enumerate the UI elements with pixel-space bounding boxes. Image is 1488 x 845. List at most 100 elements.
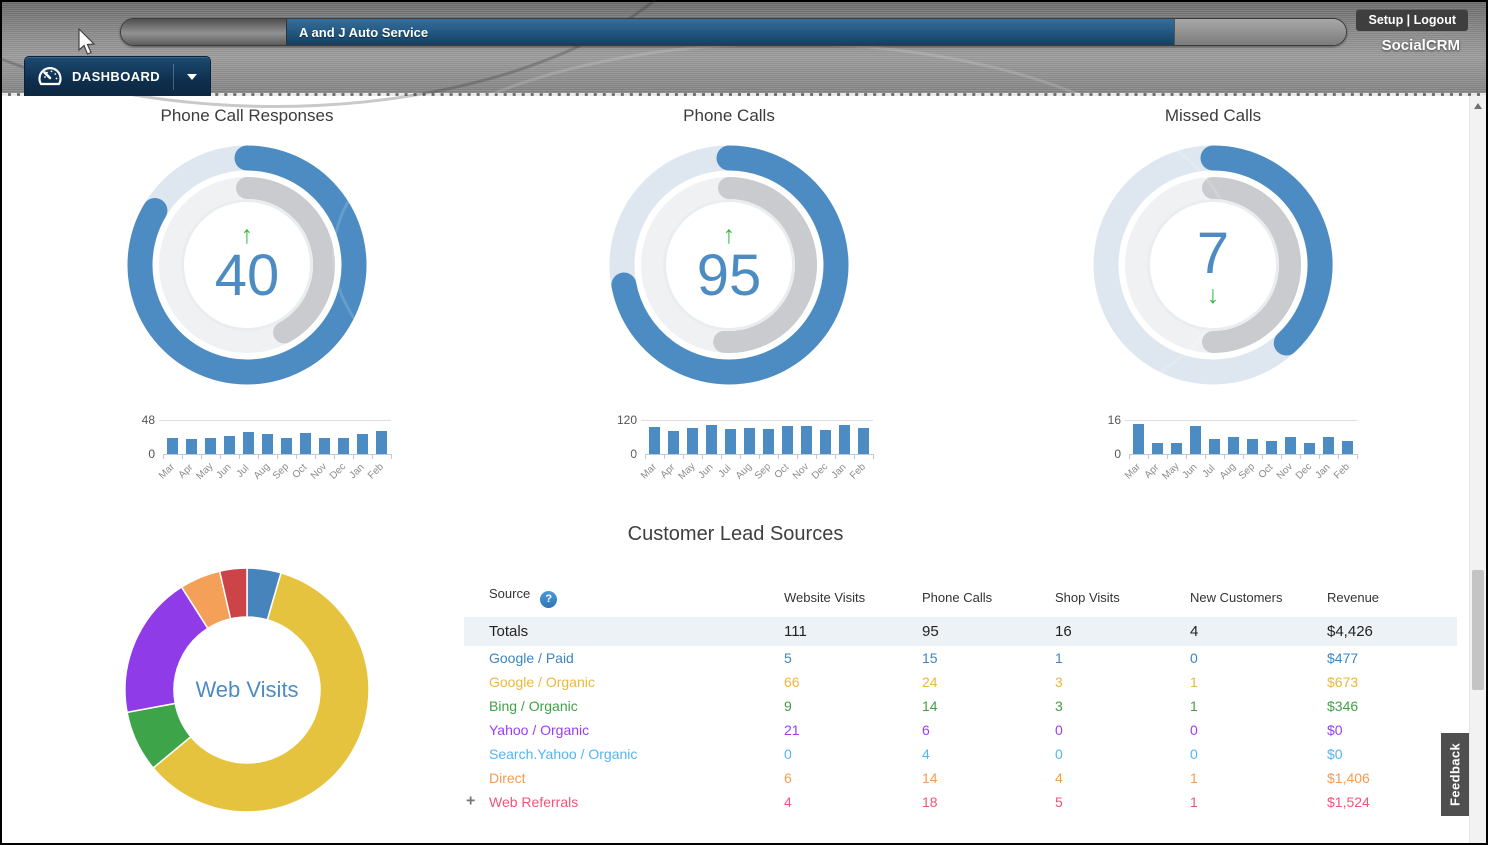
expand-plus-icon[interactable]: + bbox=[466, 793, 475, 811]
setup-logout-button[interactable]: Setup | Logout bbox=[1356, 9, 1468, 31]
totals-label: Totals bbox=[464, 617, 784, 646]
column-header: Source? bbox=[464, 582, 784, 617]
account-bar-right-segment[interactable] bbox=[1174, 19, 1346, 45]
feedback-tab[interactable]: Feedback bbox=[1441, 733, 1469, 816]
table-cell: 1 bbox=[1055, 646, 1190, 670]
table-cell: $0 bbox=[1327, 742, 1457, 766]
table-cell: 1 bbox=[1190, 790, 1327, 814]
help-icon[interactable]: ? bbox=[540, 591, 557, 608]
tab-dashboard[interactable]: DASHBOARD bbox=[24, 56, 211, 96]
axis-tick bbox=[201, 454, 202, 459]
crm-dashboard: { "header": { "account_name": "A and J A… bbox=[0, 0, 1488, 845]
bar-slot: Feb bbox=[372, 420, 391, 454]
bar-slot: Oct bbox=[1262, 420, 1281, 454]
table-cell: 1 bbox=[1190, 694, 1327, 718]
table-cell: 0 bbox=[1190, 742, 1327, 766]
account-bar-title-segment[interactable]: A and J Auto Service bbox=[287, 19, 1174, 45]
chevron-down-icon[interactable] bbox=[187, 74, 197, 80]
bar bbox=[1304, 443, 1315, 454]
bar-slot: Jan bbox=[353, 420, 372, 454]
bar-slot: Jul bbox=[239, 420, 258, 454]
axis-tick bbox=[315, 454, 316, 459]
bar-slot: Nov bbox=[315, 420, 334, 454]
bar bbox=[1342, 441, 1353, 454]
bar bbox=[319, 438, 330, 454]
bar-slot: Aug bbox=[258, 420, 277, 454]
bar-slot: Aug bbox=[1224, 420, 1243, 454]
axis-tick bbox=[220, 454, 221, 459]
bar-axis-max: 16 bbox=[1087, 413, 1121, 427]
axis-tick bbox=[1262, 454, 1263, 459]
table-cell: $477 bbox=[1327, 646, 1457, 670]
bar bbox=[1209, 439, 1220, 454]
axis-tick bbox=[1224, 454, 1225, 459]
monthly-bar-chart: 16 0 MarAprMayJunJulAugSepOctNovDecJanFe… bbox=[1129, 420, 1357, 500]
bar bbox=[1133, 424, 1144, 454]
table-cell: 4 bbox=[1055, 766, 1190, 790]
tab-dashboard-label: DASHBOARD bbox=[72, 69, 160, 84]
axis-tick bbox=[372, 454, 373, 459]
lead-source-link[interactable]: Direct bbox=[489, 770, 526, 786]
bar-slot: Sep bbox=[277, 420, 296, 454]
table-cell: 18 bbox=[922, 790, 1055, 814]
lead-source-link[interactable]: Bing / Organic bbox=[489, 698, 578, 714]
bar bbox=[167, 438, 178, 454]
bar-series: MarAprMayJunJulAugSepOctNovDecJanFeb bbox=[1129, 420, 1357, 454]
axis-tick bbox=[1300, 454, 1301, 459]
axis-tick bbox=[353, 454, 354, 459]
lead-source-link[interactable]: Google / Paid bbox=[489, 650, 574, 666]
table-cell: $1,524 bbox=[1327, 790, 1457, 814]
bar bbox=[1171, 443, 1182, 454]
lead-source-link[interactable]: Search.Yahoo / Organic bbox=[489, 746, 637, 762]
donut-chart[interactable]: Google / Paid: 5Google / Organic: 66Bing… bbox=[122, 565, 372, 815]
scroll-up-arrow-icon[interactable] bbox=[1474, 103, 1482, 109]
monthly-bar-chart: 48 0 MarAprMayJunJulAugSepOctNovDecJanFe… bbox=[163, 420, 391, 500]
totals-value: 4 bbox=[1190, 617, 1327, 646]
bar bbox=[1247, 439, 1258, 454]
bar bbox=[1152, 443, 1163, 454]
bar bbox=[1323, 437, 1334, 454]
table-cell: 3 bbox=[1055, 670, 1190, 694]
table-row: Direct61441$1,406 bbox=[464, 766, 1457, 790]
axis-tick bbox=[182, 454, 183, 459]
bar-slot: Apr bbox=[1148, 420, 1167, 454]
gauge-title: Phone Call Responses bbox=[77, 106, 417, 126]
table-cell: 5 bbox=[784, 646, 922, 670]
app-header: A and J Auto Service Setup | Logout Soci… bbox=[2, 2, 1486, 96]
vertical-scrollbar[interactable] bbox=[1469, 96, 1486, 843]
column-header: Phone Calls bbox=[922, 582, 1055, 617]
bar-slot: Jan bbox=[1319, 420, 1338, 454]
lead-source-link[interactable]: Google / Organic bbox=[489, 674, 595, 690]
bar-slot: Mar bbox=[1129, 420, 1148, 454]
bar-slot: Nov bbox=[1281, 420, 1300, 454]
table-cell: 9 bbox=[784, 694, 922, 718]
table-cell: 0 bbox=[1190, 646, 1327, 670]
bar bbox=[1285, 437, 1296, 454]
speedometer-icon bbox=[37, 64, 63, 90]
lead-source-link[interactable]: Web Referrals bbox=[489, 794, 578, 810]
table-row: Google / Paid 51510$477 bbox=[464, 646, 1457, 670]
table-row: Google / Organic662431$673 bbox=[464, 670, 1457, 694]
table-cell: 1 bbox=[1190, 670, 1327, 694]
account-bar[interactable]: A and J Auto Service bbox=[120, 18, 1347, 46]
scrollbar-thumb[interactable] bbox=[1472, 570, 1484, 690]
axis-tick bbox=[1205, 454, 1206, 459]
table-cell: 0 bbox=[784, 742, 922, 766]
table-cell: 15 bbox=[922, 646, 1055, 670]
column-header: Shop Visits bbox=[1055, 582, 1190, 617]
bar-slot: Oct bbox=[296, 420, 315, 454]
totals-row: Totals11195164$4,426 bbox=[464, 617, 1457, 646]
bar-slot: Jul bbox=[1205, 420, 1224, 454]
account-bar-left-segment[interactable] bbox=[121, 19, 287, 45]
bar bbox=[357, 434, 368, 454]
table-row: +Web Referrals41851$1,524 bbox=[464, 790, 1457, 814]
totals-value: $4,426 bbox=[1327, 617, 1457, 646]
lead-source-link[interactable]: Yahoo / Organic bbox=[489, 722, 589, 738]
bar bbox=[1228, 437, 1239, 454]
table-cell: $0 bbox=[1327, 718, 1457, 742]
table-cell: 24 bbox=[922, 670, 1055, 694]
table-cell: 0 bbox=[1055, 718, 1190, 742]
totals-value: 16 bbox=[1055, 617, 1190, 646]
bar bbox=[224, 436, 235, 454]
bar-axis-min: 0 bbox=[1087, 447, 1121, 461]
